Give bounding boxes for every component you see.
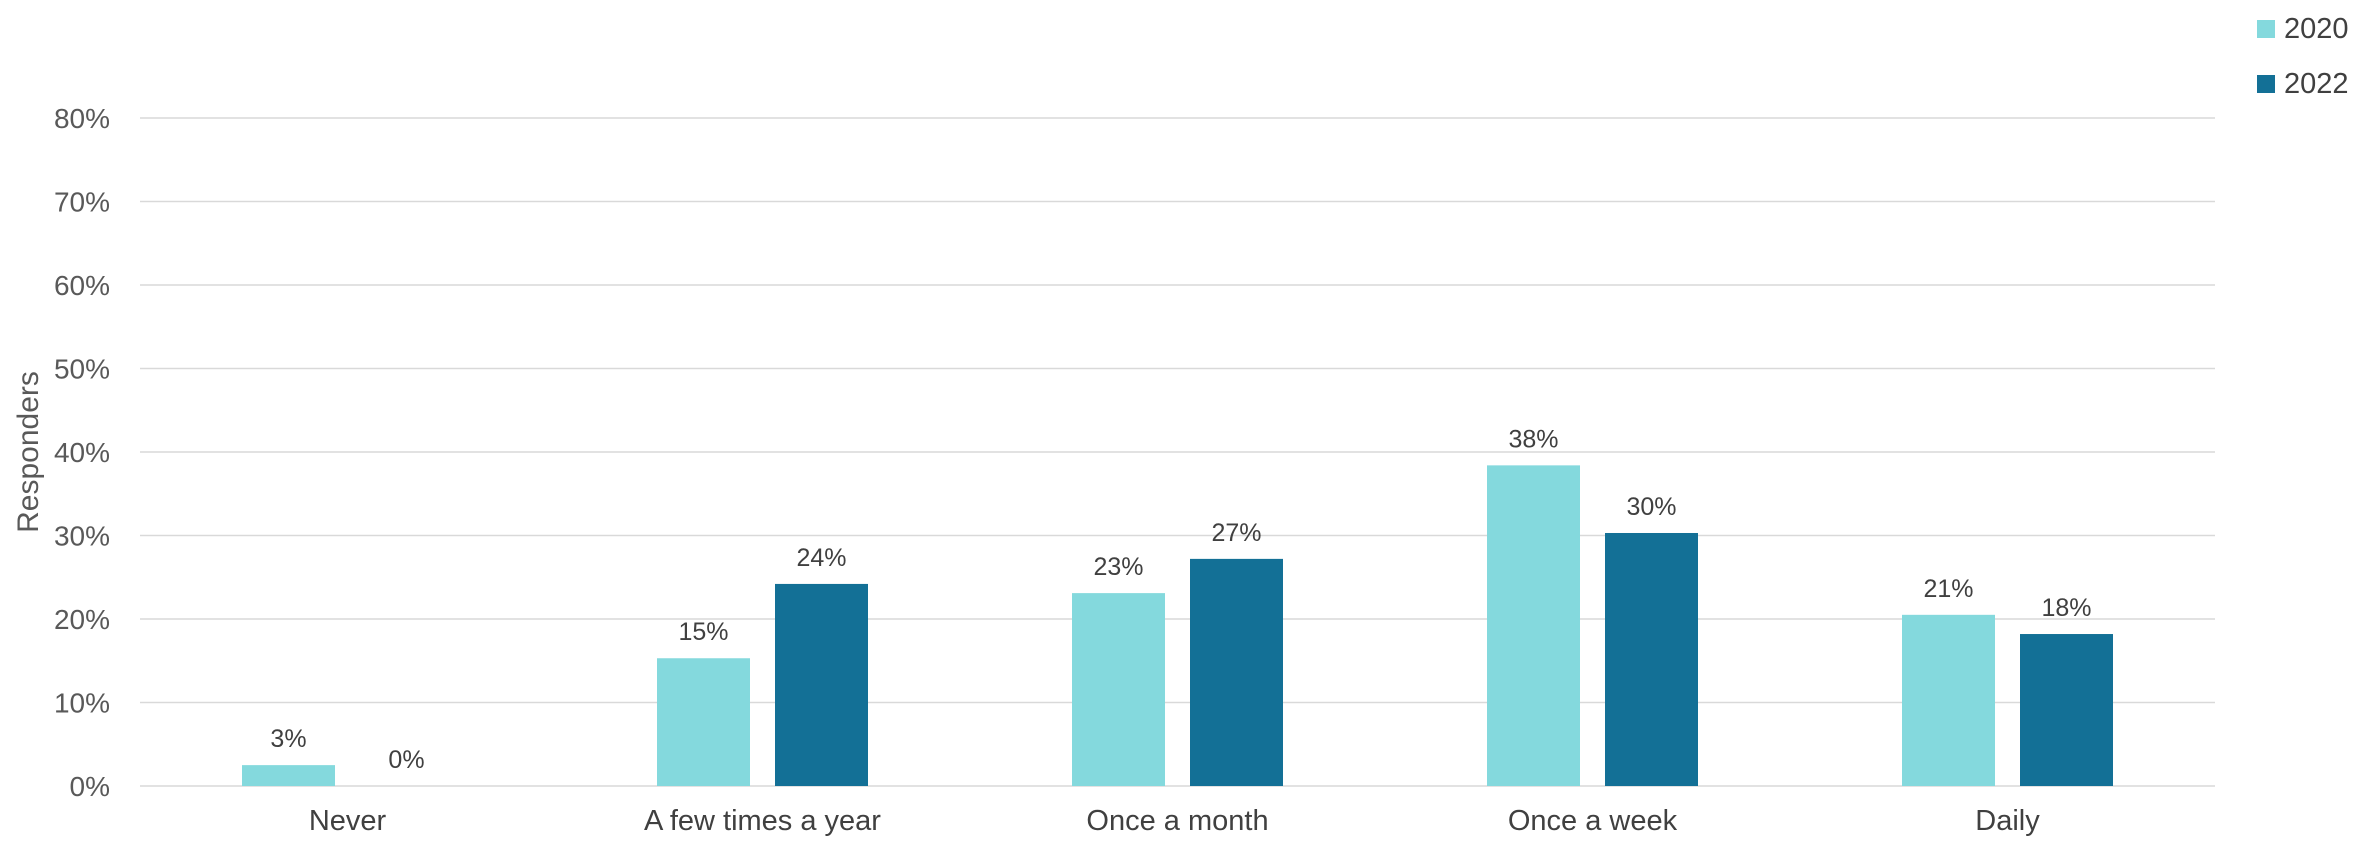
y-tick-label: 70% xyxy=(54,187,110,218)
legend-label: 2022 xyxy=(2284,68,2349,100)
legend-label: 2020 xyxy=(2284,13,2349,45)
bar-2020 xyxy=(1902,614,1995,786)
y-tick-label: 0% xyxy=(70,771,110,802)
y-tick-label: 20% xyxy=(54,604,110,635)
bar-2022 xyxy=(1190,558,1283,786)
data-label: 23% xyxy=(1093,553,1143,581)
data-label: 21% xyxy=(1923,575,1973,603)
data-label: 15% xyxy=(678,618,728,646)
y-tick-label: 30% xyxy=(54,521,110,552)
bar-2020 xyxy=(1487,465,1580,786)
y-tick-label: 50% xyxy=(54,354,110,385)
y-tick-label: 40% xyxy=(54,437,110,468)
x-category-label: A few times a year xyxy=(644,805,881,837)
data-label: 0% xyxy=(388,746,424,774)
data-label: 3% xyxy=(270,725,306,753)
data-label: 38% xyxy=(1508,425,1558,453)
bar-2020 xyxy=(657,658,750,786)
x-category-label: Never xyxy=(309,805,387,837)
x-category-label: Daily xyxy=(1975,805,2040,837)
data-label: 30% xyxy=(1626,493,1676,521)
legend-swatch xyxy=(2257,75,2275,93)
x-category-label: Once a month xyxy=(1086,805,1268,837)
data-label: 18% xyxy=(2041,594,2091,622)
bar-2020 xyxy=(242,765,335,786)
bar-2020 xyxy=(1072,593,1165,786)
legend-swatch xyxy=(2257,20,2275,38)
bar-2022 xyxy=(2020,634,2113,786)
data-label: 27% xyxy=(1211,519,1261,547)
y-axis-title: Responders xyxy=(12,371,45,533)
y-tick-label: 60% xyxy=(54,270,110,301)
bar-2022 xyxy=(1605,532,1698,786)
y-tick-label: 10% xyxy=(54,688,110,719)
data-label: 24% xyxy=(796,544,846,572)
bar-2022 xyxy=(775,583,868,786)
y-tick-label: 80% xyxy=(54,103,110,134)
x-category-label: Once a week xyxy=(1508,805,1678,837)
